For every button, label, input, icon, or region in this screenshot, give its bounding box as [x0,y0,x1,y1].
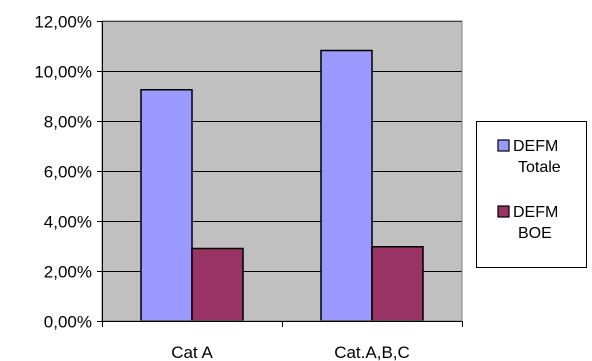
y-tick-label: 0,00% [44,313,92,332]
y-tick-label: 12,00% [34,13,92,32]
y-tick-label: 10,00% [34,63,92,82]
bars [140,49,424,322]
legend-label-line: DEFM [513,204,558,221]
x-tick-label: Cat.A,B,C [334,343,410,361]
legend-swatch-1 [497,139,510,152]
bar-defm-boe-1 [191,247,244,322]
legend-label-2: DEFM BOE [513,204,558,242]
y-tick-label: 6,00% [44,163,92,182]
legend-label-line: DEFM [513,138,558,155]
x-tick-label: Cat A [171,343,213,361]
legend-swatch-2 [497,205,510,218]
legend-box [476,121,587,268]
legend-label-line: BOE [518,225,552,242]
bar-defm-totale-2 [320,49,373,322]
bar-defm-boe-2 [371,246,424,322]
legend-label-line: Totale [518,159,561,176]
y-tick-label: 2,00% [44,263,92,282]
y-tick-label: 8,00% [44,113,92,132]
legend: DEFM Totale DEFM BOE [476,121,587,268]
y-tick-label: 4,00% [44,213,92,232]
bar-defm-totale-1 [140,89,193,322]
axes: 0,00% 2,00% 4,00% 6,00% 8,00% 10,00% 12,00% Cat… [34,13,463,361]
legend-label-1: DEFM Totale [513,138,561,176]
